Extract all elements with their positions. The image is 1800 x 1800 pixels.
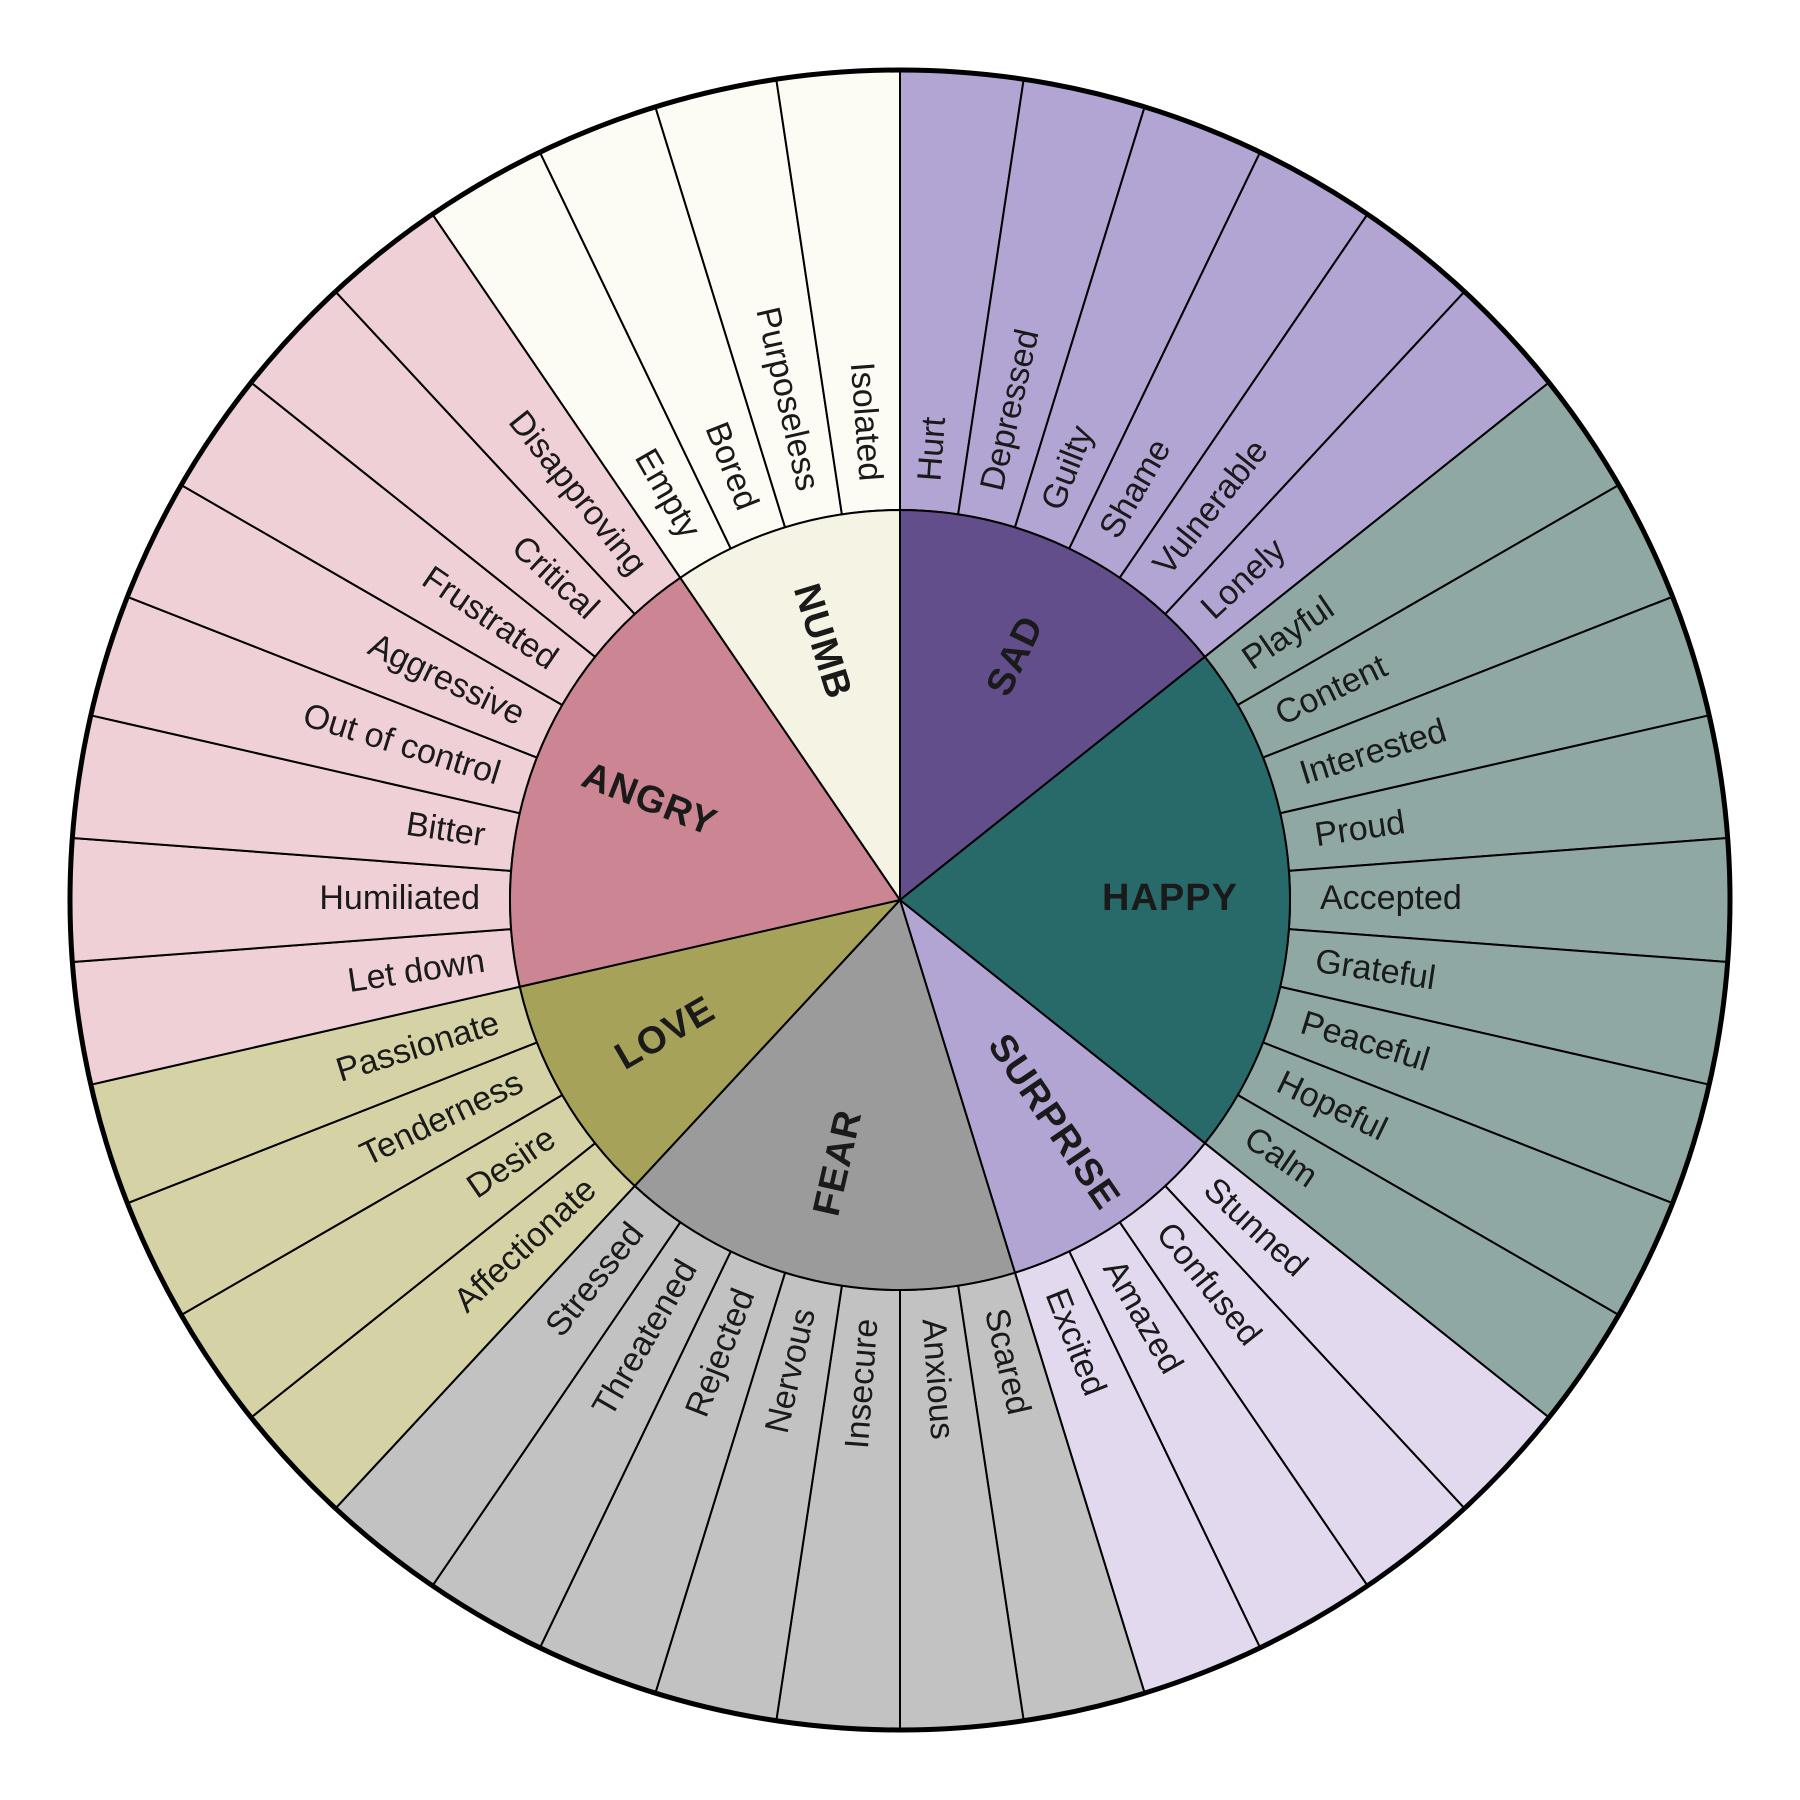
- outer-label: Accepted: [1320, 879, 1462, 917]
- emotion-wheel: SADHurtDepressedGuiltyShameVulnerableLon…: [0, 0, 1800, 1800]
- core-label-happy: HAPPY: [1102, 877, 1238, 919]
- outer-label: Hurt: [910, 415, 953, 482]
- outer-label: Humiliated: [319, 879, 480, 917]
